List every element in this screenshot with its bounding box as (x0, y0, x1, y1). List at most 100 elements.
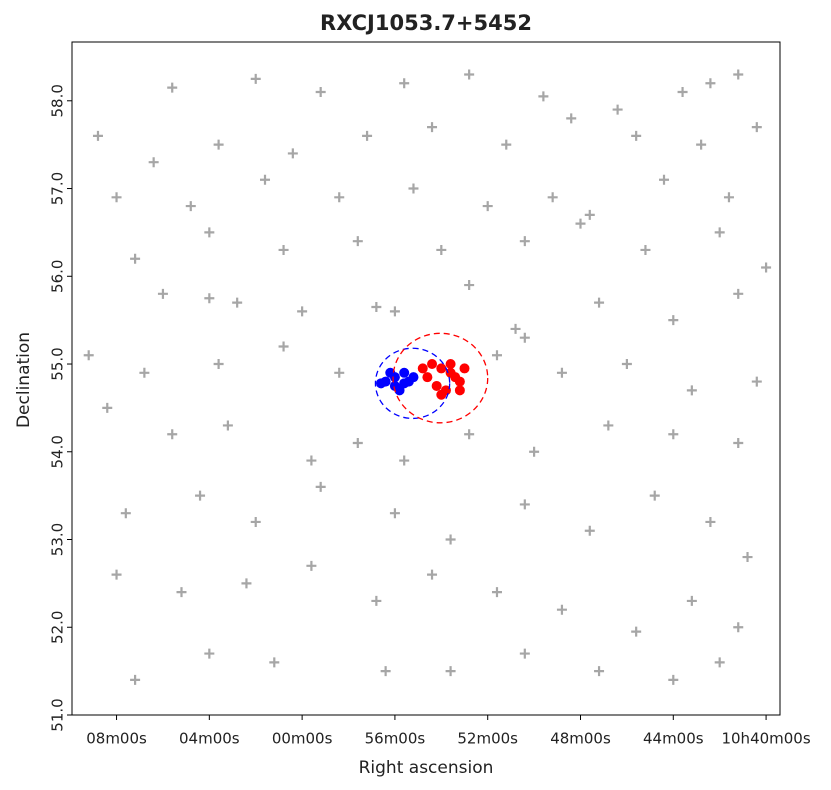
plus-marker (594, 297, 605, 308)
dot-marker (385, 367, 396, 378)
plus-marker (334, 367, 345, 378)
plus-marker (222, 420, 233, 431)
plus-marker (306, 455, 317, 466)
plus-marker (501, 139, 512, 150)
plus-marker (584, 209, 595, 220)
y-axis-label: Declination (14, 332, 34, 428)
plus-marker (167, 82, 178, 93)
plus-marker (399, 78, 410, 89)
plus-marker (427, 569, 438, 580)
x-tick-label: 00m00s (272, 730, 333, 748)
y-tick-label: 52.0 (49, 611, 67, 644)
plus-marker (148, 157, 159, 168)
y-tick-label: 57.0 (49, 172, 67, 205)
plus-marker (751, 376, 762, 387)
dot-marker (422, 372, 433, 383)
plus-marker (102, 402, 113, 413)
dashed-circle (392, 332, 489, 424)
plus-marker (287, 148, 298, 159)
y-tick-label: 58.0 (49, 84, 67, 117)
y-tick-label: 54.0 (49, 435, 67, 468)
plus-marker (677, 87, 688, 98)
y-tick-label: 55.0 (49, 347, 67, 380)
plus-marker (371, 595, 382, 606)
plus-marker (529, 446, 540, 457)
plus-marker (733, 622, 744, 633)
plus-marker (751, 122, 762, 133)
plus-marker (306, 560, 317, 571)
plus-marker (232, 297, 243, 308)
plus-marker (139, 367, 150, 378)
dot-marker (450, 372, 461, 383)
dot-marker (454, 385, 465, 396)
dot-marker (431, 380, 442, 391)
plus-marker (594, 666, 605, 677)
dot-marker (399, 367, 410, 378)
plus-marker (204, 227, 215, 238)
x-tick-label: 48m00s (550, 730, 611, 748)
plus-marker (668, 429, 679, 440)
plus-marker (519, 648, 530, 659)
plus-marker (278, 244, 289, 255)
plus-marker (269, 657, 280, 668)
plus-marker (436, 244, 447, 255)
plus-marker (491, 587, 502, 598)
plus-marker (297, 306, 308, 317)
plus-marker (380, 666, 391, 677)
plus-marker (195, 490, 206, 501)
plus-marker (83, 350, 94, 361)
plus-marker (334, 192, 345, 203)
plus-marker (723, 192, 734, 203)
plus-marker (111, 192, 122, 203)
plus-marker (250, 73, 261, 84)
x-tick-label: 44m00s (643, 730, 704, 748)
plus-marker (668, 315, 679, 326)
plus-marker (362, 130, 373, 141)
plus-marker (260, 174, 271, 185)
plus-marker (584, 525, 595, 536)
plus-marker (408, 183, 419, 194)
plus-marker (427, 122, 438, 133)
plus-marker (120, 508, 131, 519)
plus-marker (464, 69, 475, 80)
plus-marker (510, 323, 521, 334)
plus-marker (445, 666, 456, 677)
plus-marker (705, 78, 716, 89)
dot-marker (394, 385, 405, 396)
dot-marker (399, 378, 410, 389)
plus-marker (482, 201, 493, 212)
plus-marker (714, 227, 725, 238)
plus-marker (621, 359, 632, 370)
dashed-circle (374, 347, 451, 420)
plus-marker (130, 674, 141, 685)
x-tick-label: 04m00s (179, 730, 240, 748)
plus-marker (491, 350, 502, 361)
plus-marker (575, 218, 586, 229)
plus-marker (538, 91, 549, 102)
plus-marker (742, 552, 753, 563)
plus-marker (315, 87, 326, 98)
plus-marker (519, 499, 530, 510)
dot-marker (459, 363, 470, 374)
plus-marker (649, 490, 660, 501)
plus-marker (315, 481, 326, 492)
plus-marker (157, 288, 168, 299)
plus-marker (631, 130, 642, 141)
plus-marker (519, 332, 530, 343)
plus-marker (389, 508, 400, 519)
dot-marker (417, 363, 428, 374)
plus-marker (389, 306, 400, 317)
plus-marker (566, 113, 577, 124)
plot-frame (71, 41, 781, 716)
x-tick-label: 08m00s (86, 730, 147, 748)
plus-marker (204, 293, 215, 304)
plus-marker (464, 280, 475, 291)
x-tick-label: 10h40m00s (721, 730, 810, 748)
y-tick-label: 51.0 (49, 698, 67, 731)
plus-marker (659, 174, 670, 185)
plus-marker (464, 429, 475, 440)
plus-marker (556, 367, 567, 378)
dot-marker (375, 378, 386, 389)
dot-marker (408, 372, 419, 383)
